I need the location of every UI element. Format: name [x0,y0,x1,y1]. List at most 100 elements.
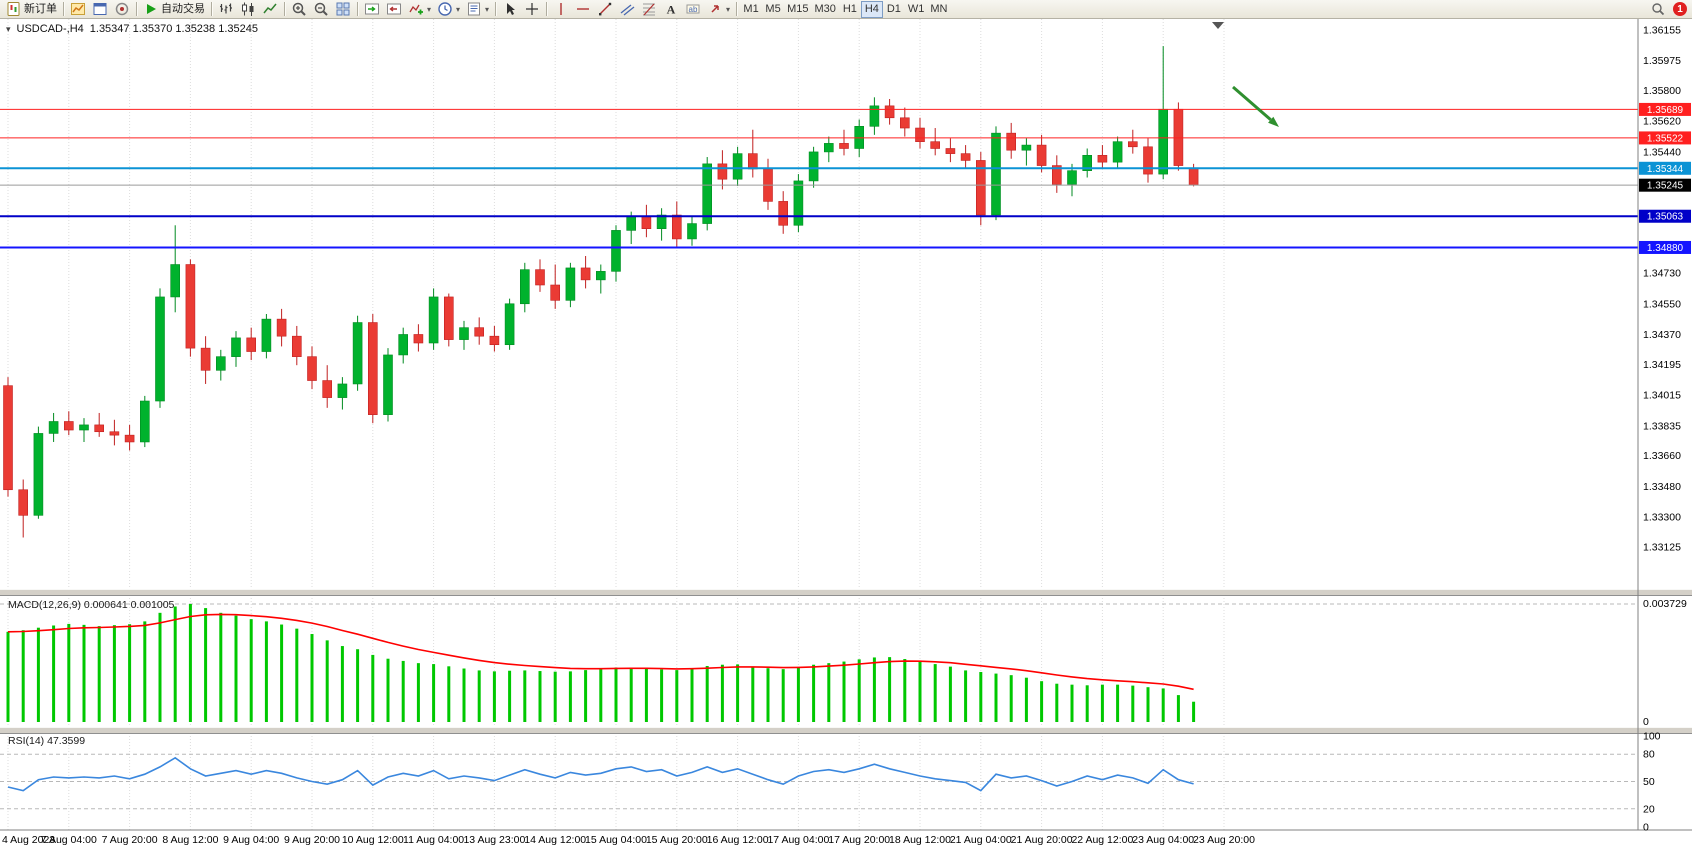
cursor-icon [507,3,516,15]
trendline-button[interactable] [594,1,616,18]
macd-signal-line [7,613,1194,691]
timeframe-m1-button[interactable]: M1 [740,1,762,18]
price-badge-1.35522: 1.35522 [1639,131,1691,145]
toolbar-separator [736,2,738,16]
periods-button[interactable]: ▾ [434,1,463,18]
vertical-line-button[interactable] [550,1,572,18]
timeframe-m15-button[interactable]: M15 [784,1,811,18]
price-tick-label: 1.33480 [1643,481,1681,493]
time-tick-label: 4 Aug 2023 [2,834,55,846]
timeframe-h1-button-label: H1 [842,3,857,15]
toolbar-separator [63,2,64,16]
arrows-button[interactable]: ▾ [704,1,733,18]
time-tick-label: 7 Aug 20:00 [102,834,158,846]
chart-ohlc-values: 1.35347 1.35370 1.35238 1.35245 [89,23,258,35]
time-tick-label: 16 Aug 12:00 [707,834,769,846]
one-click-trading-toggle[interactable]: ▾ [6,23,11,34]
horizontal-lines[interactable] [0,108,1638,249]
svg-text:ab: ab [689,5,698,14]
templates-button[interactable]: ▾ [463,1,492,18]
charts-icon [71,3,85,15]
toolbar-separator [546,2,548,16]
rsi-level-lines [0,603,1638,810]
panel-separator[interactable] [0,727,1692,734]
price-tick-label: 1.35800 [1643,85,1681,97]
svg-text:1.35689: 1.35689 [1647,105,1684,116]
autotrading-button[interactable]: 自动交易 [140,1,208,18]
timeframe-h4-button-label: H4 [864,3,879,15]
svg-text:1.35245: 1.35245 [1647,181,1684,192]
price-tick-label: 1.36155 [1643,24,1681,36]
trendline-icon [599,2,612,16]
navigator-button[interactable] [111,1,133,18]
cursor-button[interactable] [499,1,521,18]
price-tick-label: 1.33835 [1643,420,1681,432]
new-order-button[interactable]: 新订单 [3,1,60,18]
bar-chart-button[interactable] [215,1,237,18]
auto-scroll-button[interactable] [361,1,383,18]
indicators-button[interactable]: ▾ [405,1,434,18]
notification-badge[interactable]: 1 [1673,2,1687,16]
chevron-down-icon: ▾ [726,4,731,14]
chart-canvas[interactable]: 1.36155 1.35975 1.35800 1.35620 1.35440 1.347… [0,19,1692,851]
zoom-in-icon [292,2,306,16]
price-tick-label: 1.34370 [1643,329,1681,341]
data-window-button[interactable] [89,1,111,18]
data-window-icon [93,3,107,15]
timeframe-h4-button[interactable]: H4 [860,0,883,18]
price-axis[interactable]: 1.36155 1.35975 1.35800 1.35620 1.35440 1.347… [1643,24,1681,553]
candlestick-chart-button[interactable] [237,1,259,18]
panel-separator[interactable] [0,589,1692,596]
time-tick-label: 14 Aug 12:00 [524,834,586,846]
horizontal-line-button[interactable] [572,1,594,18]
text-label-button[interactable]: ab [682,1,704,18]
rsi-axis-label: 100 [1643,731,1661,743]
chart-title: ▾ USDCAD-,H4 1.35347 1.35370 1.35238 1.3… [6,23,258,35]
price-tick-label: 1.33300 [1643,512,1681,524]
price-tick-label: 1.33660 [1643,450,1681,462]
price-badge-1.35344: 1.35344 [1639,161,1691,175]
chart-shift-marker[interactable] [1212,22,1224,29]
crosshair-icon [526,3,539,15]
navigator-icon [115,2,129,16]
toolbar-separator [211,2,212,16]
toolbar-separator [284,2,285,16]
svg-text:A: A [667,3,676,17]
price-badge-1.35063: 1.35063 [1639,209,1691,223]
vline-icon [560,3,562,15]
line-chart-icon [263,3,277,14]
text-button[interactable]: A [660,1,682,18]
rsi-value: 47.3599 [47,735,86,747]
toolbar-separator [495,2,497,16]
arrow-annotation[interactable] [1232,85,1279,127]
fibonacci-button[interactable] [638,1,660,18]
timeframe-w1-button[interactable]: W1 [905,1,928,18]
search-button[interactable] [1647,1,1669,18]
toolbar-separator [136,2,137,16]
charts-button[interactable] [67,1,89,18]
zoom-out-button[interactable] [310,1,332,18]
equidistant-channel-button[interactable] [616,1,638,18]
timeframe-m5-button[interactable]: M5 [762,1,784,18]
timeframe-h1-button[interactable]: H1 [839,1,861,18]
timeframe-d1-button[interactable]: D1 [883,1,905,18]
tile-windows-button[interactable] [332,1,354,18]
time-tick-label: 17 Aug 04:00 [767,834,829,846]
svg-text:1.34880: 1.34880 [1647,243,1684,254]
timeframe-m30-button[interactable]: M30 [811,1,838,18]
timeframe-m30-button-label: M30 [814,3,836,15]
line-chart-button[interactable] [259,1,281,18]
zoom-in-button[interactable] [288,1,310,18]
time-tick-label: 13 Aug 23:00 [463,834,525,846]
chart-shift-button[interactable] [383,1,405,18]
fibonacci-icon [643,3,656,16]
timeframe-mn-button[interactable]: MN [927,1,950,18]
price-badge-1.35245: 1.35245 [1639,178,1691,192]
crosshair-button[interactable] [521,1,543,18]
autotrading-button-label: 自动交易 [161,3,205,15]
rsi-axis-label: 80 [1643,749,1655,761]
macd-indicator-label: MACD(12,26,9) 0.000641 0.001005 [8,599,174,611]
